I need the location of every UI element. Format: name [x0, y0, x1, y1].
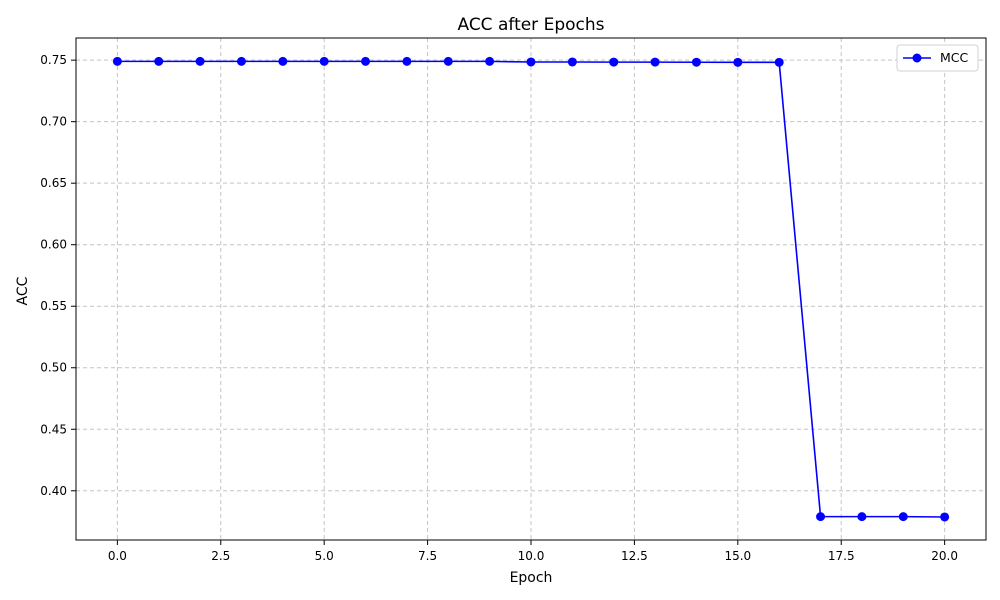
y-tick-label: 0.40	[40, 484, 67, 498]
series-layer	[112, 56, 950, 522]
data-point-mcc	[857, 512, 867, 522]
data-point-mcc	[898, 512, 908, 522]
x-tick-label: 20.0	[931, 549, 958, 563]
data-point-mcc	[402, 56, 412, 66]
y-axis-label: ACC	[15, 276, 31, 305]
y-tick-labels: 0.40 0.45 0.50 0.55 0.60 0.65 0.70 0.75	[40, 53, 67, 498]
x-tick-label: 15.0	[724, 549, 751, 563]
x-tick-label: 10.0	[518, 549, 545, 563]
legend-label-mcc: MCC	[940, 50, 969, 65]
data-point-mcc	[112, 56, 122, 66]
legend-box	[896, 44, 979, 72]
data-point-mcc	[361, 56, 371, 66]
x-tick-label: 7.5	[418, 549, 437, 563]
y-tick-label: 0.75	[40, 53, 67, 67]
x-tick-labels: 0.0 2.5 5.0 7.5 10.0 12.5 15.0 17.5 20.0	[108, 549, 958, 563]
data-point-mcc	[236, 56, 246, 66]
chart-title: ACC after Epochs	[457, 15, 604, 35]
data-point-mcc	[319, 56, 329, 66]
y-tick-label: 0.70	[40, 115, 67, 129]
x-tick-label: 2.5	[211, 549, 230, 563]
data-point-mcc	[733, 57, 743, 67]
data-point-mcc	[154, 56, 164, 66]
data-point-mcc	[940, 512, 950, 522]
data-point-mcc	[691, 57, 701, 67]
grid-lines	[76, 38, 986, 540]
y-tick-label: 0.65	[40, 176, 67, 190]
data-point-mcc	[609, 57, 619, 67]
data-point-mcc	[816, 512, 826, 522]
y-tick-label: 0.55	[40, 299, 67, 313]
x-tick-label: 0.0	[108, 549, 127, 563]
data-point-mcc	[443, 56, 453, 66]
x-tick-label: 12.5	[621, 549, 648, 563]
data-point-mcc	[485, 56, 495, 66]
x-axis-label: Epoch	[510, 570, 553, 586]
data-point-mcc	[195, 56, 205, 66]
data-point-mcc	[526, 57, 536, 67]
y-tick-label: 0.45	[40, 422, 67, 436]
data-point-mcc	[774, 57, 784, 67]
y-tick-label: 0.60	[40, 238, 67, 252]
x-tick-label: 17.5	[828, 549, 855, 563]
tick-marks	[71, 59, 946, 545]
x-tick-label: 5.0	[315, 549, 334, 563]
y-tick-label: 0.50	[40, 361, 67, 375]
data-point-mcc	[567, 57, 577, 67]
data-point-mcc	[278, 56, 288, 66]
legend-marker	[912, 53, 922, 63]
data-point-mcc	[650, 57, 660, 67]
legend: MCC	[896, 44, 979, 72]
